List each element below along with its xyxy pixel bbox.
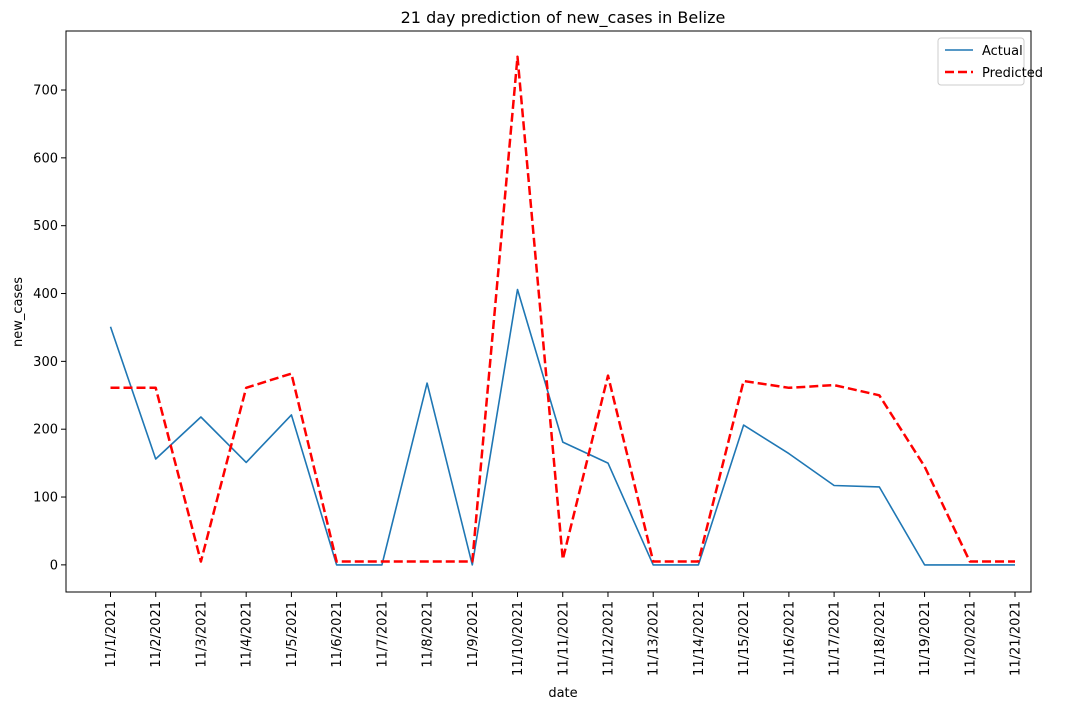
legend-label-predicted: Predicted bbox=[982, 66, 1043, 81]
y-tick-label: 0 bbox=[50, 558, 58, 573]
x-axis: 11/1/2021 11/2/2021 11/3/2021 11/4/2021 11/5… bbox=[104, 592, 1024, 676]
y-tick-label: 400 bbox=[33, 287, 58, 302]
x-tick-label: 11/9/2021 bbox=[466, 601, 481, 668]
y-tick-label: 500 bbox=[33, 219, 58, 234]
x-tick-label: 11/20/2021 bbox=[963, 601, 978, 676]
y-tick-label: 100 bbox=[33, 491, 58, 506]
series-line-actual bbox=[109, 288, 1015, 566]
x-tick-label: 11/17/2021 bbox=[828, 601, 843, 676]
x-tick-label: 11/21/2021 bbox=[1009, 601, 1024, 676]
x-tick-label: 11/6/2021 bbox=[330, 601, 345, 668]
x-tick-label: 11/13/2021 bbox=[647, 601, 662, 676]
chart-title: 21 day prediction of new_cases in Belize bbox=[401, 8, 726, 28]
x-axis-title: date bbox=[548, 686, 577, 701]
x-tick-label: 11/16/2021 bbox=[782, 601, 797, 676]
x-tick-label: 11/8/2021 bbox=[421, 601, 436, 668]
x-tick-label: 11/7/2021 bbox=[375, 601, 390, 668]
x-tick-label: 11/2/2021 bbox=[149, 601, 164, 668]
y-tick-label: 200 bbox=[33, 423, 58, 438]
y-axis: 0 100 200 300 400 500 600 700 bbox=[33, 84, 66, 573]
x-tick-label: 11/14/2021 bbox=[692, 601, 707, 676]
x-tick-label: 11/1/2021 bbox=[104, 601, 119, 668]
x-tick-label: 11/3/2021 bbox=[194, 601, 209, 668]
x-tick-label: 11/18/2021 bbox=[873, 601, 888, 676]
x-tick-label: 11/11/2021 bbox=[556, 601, 571, 676]
legend-label-actual: Actual bbox=[982, 44, 1023, 59]
x-tick-label: 11/5/2021 bbox=[285, 601, 300, 668]
x-tick-label: 11/15/2021 bbox=[737, 601, 752, 676]
y-tick-label: 700 bbox=[33, 84, 58, 99]
x-tick-label: 11/12/2021 bbox=[601, 601, 616, 676]
plot-area bbox=[65, 30, 1032, 593]
legend: Actual Predicted bbox=[937, 37, 1043, 86]
x-tick-label: 11/4/2021 bbox=[240, 601, 255, 668]
y-tick-label: 600 bbox=[33, 151, 58, 166]
y-tick-label: 300 bbox=[33, 355, 58, 370]
series-layer bbox=[109, 55, 1016, 566]
x-tick-label: 11/10/2021 bbox=[511, 601, 526, 676]
series-line-predicted bbox=[110, 55, 1015, 563]
plot-frame bbox=[65, 30, 1032, 593]
y-axis-title: new_cases bbox=[11, 277, 26, 347]
x-tick-label: 11/19/2021 bbox=[918, 601, 933, 676]
